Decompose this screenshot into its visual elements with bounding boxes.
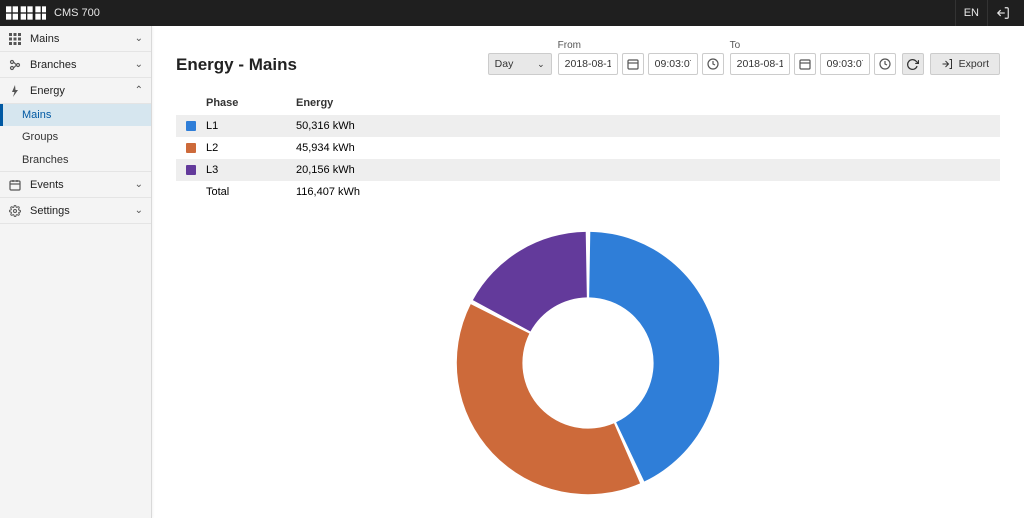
sidebar-sub-label: Groups bbox=[22, 131, 58, 143]
language-button[interactable]: EN bbox=[955, 0, 987, 26]
grid-icon bbox=[8, 33, 22, 45]
topbar: CMS 700 EN bbox=[0, 0, 1024, 26]
chevron-up-icon: ⌃ bbox=[135, 85, 143, 96]
cell-energy: 20,156 kWh bbox=[296, 164, 990, 176]
col-header-energy: Energy bbox=[296, 97, 990, 109]
range-mode-select[interactable]: Day ⌄ bbox=[488, 53, 552, 75]
chevron-down-icon: ⌄ bbox=[135, 179, 143, 190]
sidebar-item-label: Energy bbox=[30, 85, 65, 97]
main-content: Energy - Mains Day ⌄ From bbox=[152, 26, 1024, 518]
swatch-l1 bbox=[186, 121, 196, 131]
bolt-icon bbox=[8, 85, 22, 97]
sidebar-item-mains[interactable]: Mains ⌄ bbox=[0, 26, 151, 52]
page-title: Energy - Mains bbox=[176, 55, 297, 75]
chevron-down-icon: ⌄ bbox=[135, 33, 143, 44]
sidebar-item-settings[interactable]: Settings ⌄ bbox=[0, 198, 151, 224]
from-time-input[interactable] bbox=[648, 53, 698, 75]
chevron-down-icon: ⌄ bbox=[135, 205, 143, 216]
from-time-picker-button[interactable] bbox=[702, 53, 724, 75]
logout-button[interactable] bbox=[987, 0, 1018, 26]
sidebar-sub-label: Branches bbox=[22, 154, 68, 166]
table-row-total: Total 116,407 kWh bbox=[176, 181, 1000, 203]
cell-phase: L3 bbox=[206, 164, 296, 176]
cell-energy: 45,934 kWh bbox=[296, 142, 990, 154]
calendar-icon bbox=[8, 179, 22, 191]
from-date-picker-button[interactable] bbox=[622, 53, 644, 75]
sidebar-item-label: Settings bbox=[30, 205, 70, 217]
sidebar-item-label: Branches bbox=[30, 59, 76, 71]
cell-energy-total: 116,407 kWh bbox=[296, 186, 990, 198]
to-time-input[interactable] bbox=[820, 53, 870, 75]
range-toolbar: Day ⌄ From bbox=[488, 40, 1000, 75]
swatch-l2 bbox=[186, 143, 196, 153]
from-label: From bbox=[558, 40, 724, 51]
table-row: L3 20,156 kWh bbox=[176, 159, 1000, 181]
to-date-picker-button[interactable] bbox=[794, 53, 816, 75]
branch-icon bbox=[8, 59, 22, 71]
cell-energy: 50,316 kWh bbox=[296, 120, 990, 132]
table-row: L2 45,934 kWh bbox=[176, 137, 1000, 159]
sidebar-item-branches[interactable]: Branches ⌄ bbox=[0, 52, 151, 78]
abb-logo bbox=[6, 6, 46, 20]
to-date-input[interactable] bbox=[730, 53, 790, 75]
table-row: L1 50,316 kWh bbox=[176, 115, 1000, 137]
range-mode-label: Day bbox=[495, 58, 514, 70]
sidebar-sub-energy-branches[interactable]: Branches bbox=[0, 148, 151, 172]
product-name: CMS 700 bbox=[54, 7, 100, 19]
swatch-l3 bbox=[186, 165, 196, 175]
gear-icon bbox=[8, 205, 22, 217]
cell-phase-total: Total bbox=[206, 186, 296, 198]
sidebar-item-energy[interactable]: Energy ⌃ bbox=[0, 78, 151, 104]
from-date-input[interactable] bbox=[558, 53, 618, 75]
donut-chart bbox=[176, 203, 1000, 518]
sidebar-item-label: Events bbox=[30, 179, 64, 191]
chevron-down-icon: ⌄ bbox=[537, 59, 545, 70]
energy-table: Phase Energy L1 50,316 kWh L2 45,934 kWh… bbox=[176, 91, 1000, 203]
sidebar: Mains ⌄ Branches ⌄ Energy ⌃ Mains Groups… bbox=[0, 26, 152, 518]
sidebar-item-label: Mains bbox=[30, 33, 59, 45]
sidebar-item-events[interactable]: Events ⌄ bbox=[0, 172, 151, 198]
col-header-phase: Phase bbox=[206, 97, 296, 109]
export-button[interactable]: Export bbox=[930, 53, 1000, 75]
sidebar-sub-energy-mains[interactable]: Mains bbox=[0, 104, 151, 126]
to-time-picker-button[interactable] bbox=[874, 53, 896, 75]
sidebar-sub-label: Mains bbox=[22, 109, 51, 121]
refresh-button[interactable] bbox=[902, 53, 924, 75]
cell-phase: L2 bbox=[206, 142, 296, 154]
chevron-down-icon: ⌄ bbox=[135, 59, 143, 70]
cell-phase: L1 bbox=[206, 120, 296, 132]
sidebar-sub-energy-groups[interactable]: Groups bbox=[0, 126, 151, 148]
export-label: Export bbox=[959, 58, 989, 70]
to-label: To bbox=[730, 40, 896, 51]
